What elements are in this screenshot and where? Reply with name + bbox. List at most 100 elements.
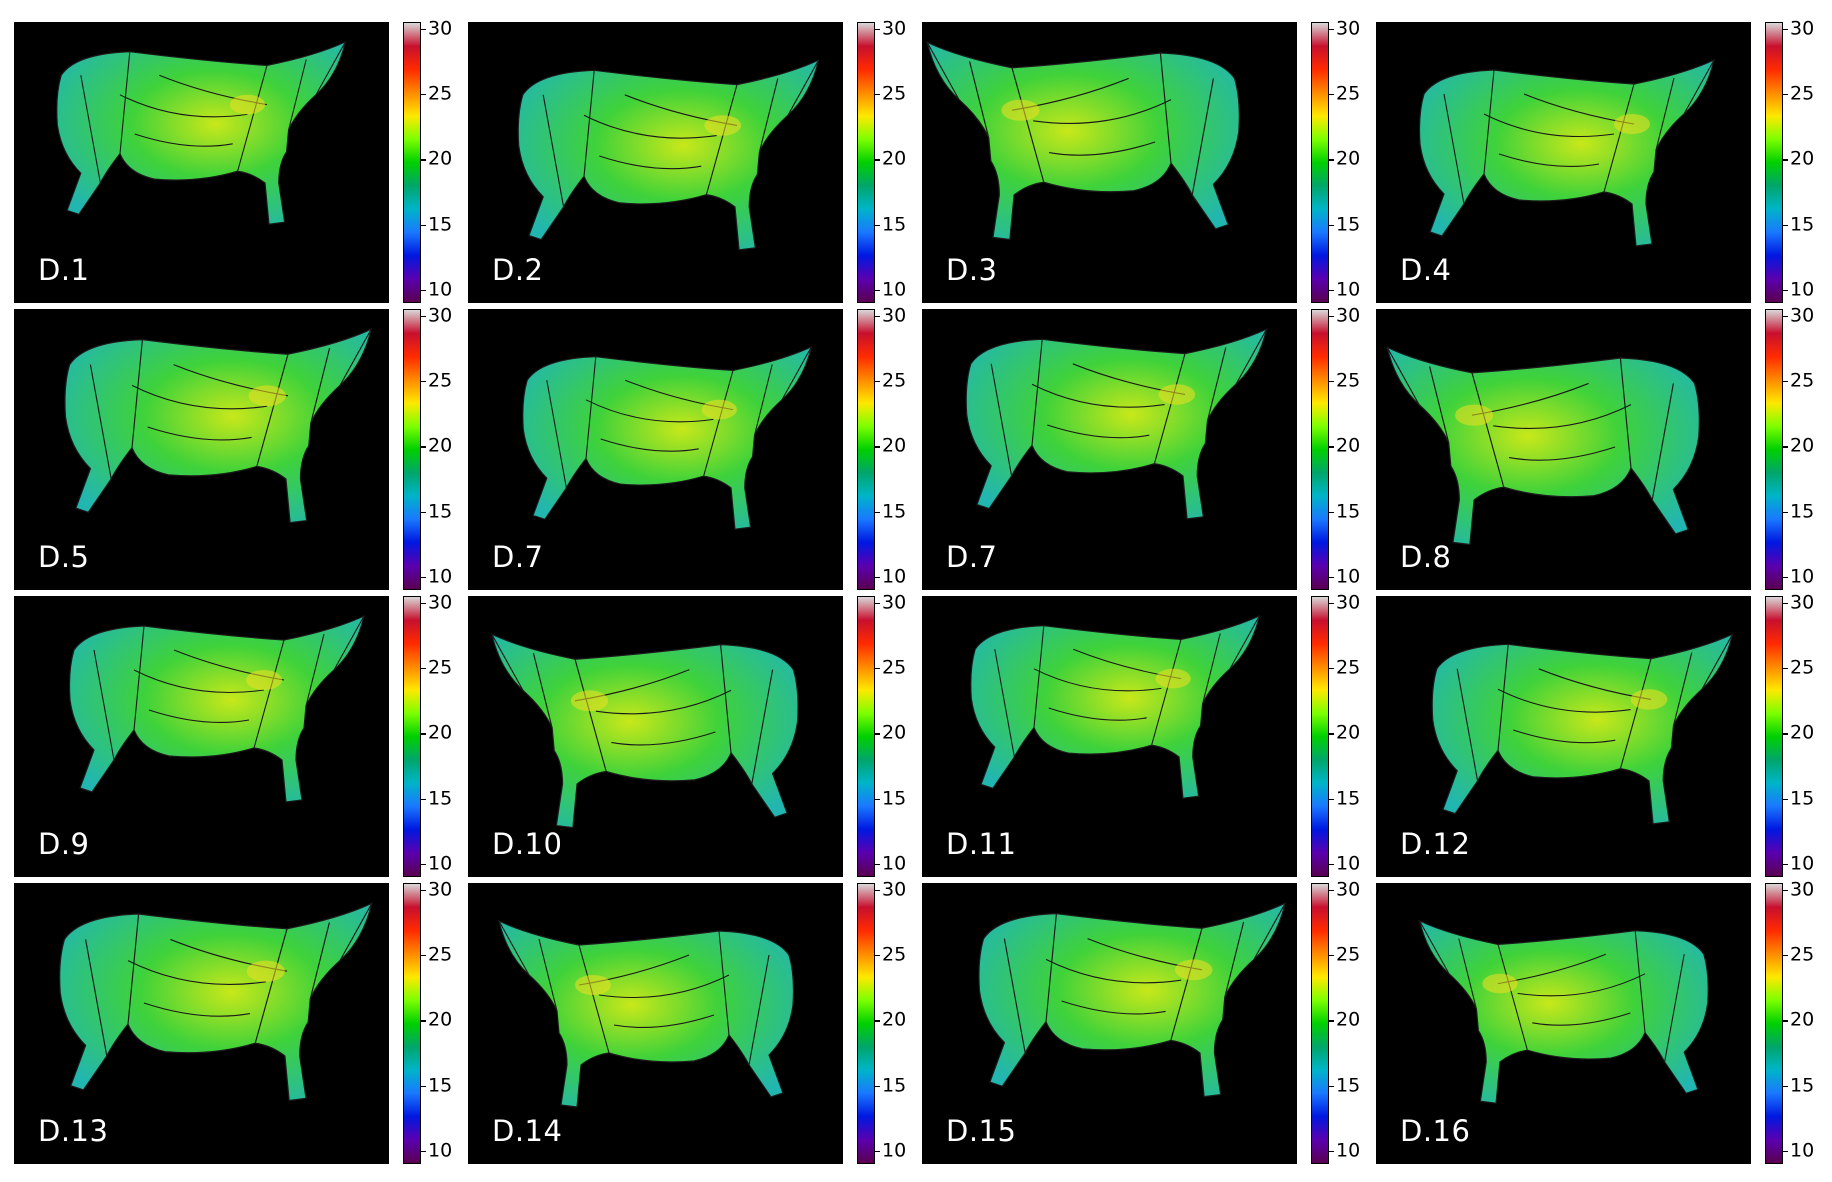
colorbar-tick-label: 10 xyxy=(1790,278,1815,301)
colorbar-tick xyxy=(875,511,880,513)
animal-body xyxy=(1418,919,1709,1104)
hot-spot xyxy=(701,399,737,420)
thermal-panel: D.7 30 25 20 15 10 xyxy=(922,306,1374,590)
colorbar-tick-label: 20 xyxy=(882,147,907,170)
colorbar-gradient xyxy=(1765,309,1783,590)
segment-line xyxy=(1048,707,1147,721)
segment-line xyxy=(119,94,248,118)
colorbar-tick-label: 15 xyxy=(882,787,907,810)
colorbar-tick xyxy=(1329,511,1334,513)
thermal-image: D.2 xyxy=(468,22,843,303)
colorbar-tick xyxy=(1329,446,1334,448)
segment-line xyxy=(574,659,607,772)
hot-spot xyxy=(1155,668,1191,689)
colorbar-tick-label: 10 xyxy=(882,852,907,875)
colorbar-tick xyxy=(1329,159,1334,161)
animal-silhouette xyxy=(926,41,1241,241)
segment-line xyxy=(1513,729,1616,744)
thermal-panel: D.7 30 25 20 15 10 xyxy=(468,306,920,590)
colorbar-tick xyxy=(421,798,426,800)
thermal-panel: D.8 30 25 20 15 10 xyxy=(1376,306,1828,590)
animal-silhouette xyxy=(490,633,799,829)
panel-label: D.14 xyxy=(492,1114,563,1148)
segment-line xyxy=(585,356,597,459)
animal-silhouette xyxy=(978,902,1287,1098)
segment-line xyxy=(1031,339,1043,446)
segment-line xyxy=(93,649,115,761)
colorbar-tick-label: 30 xyxy=(428,17,453,40)
segment-line xyxy=(1045,958,1182,984)
thermal-panel: D.14 30 25 20 15 10 xyxy=(468,878,920,1164)
colorbar-tick-label: 25 xyxy=(1790,82,1815,105)
colorbar-tick xyxy=(875,863,880,866)
thermal-panel: D.10 30 25 20 15 10 xyxy=(468,593,920,877)
colorbar-tick xyxy=(875,733,880,735)
segment-line xyxy=(315,41,346,96)
colorbar-tick-label: 25 xyxy=(428,82,453,105)
colorbar-gradient xyxy=(857,309,875,590)
segment-line xyxy=(339,903,373,961)
colorbar-tick-label: 20 xyxy=(1790,147,1815,170)
segment-line xyxy=(1672,652,1693,727)
colorbar-tick xyxy=(421,1150,426,1153)
segment-line xyxy=(1634,930,1646,1033)
thermal-panel: D.12 30 25 20 15 10 xyxy=(1376,593,1828,877)
segment-line xyxy=(994,649,1015,758)
colorbar-tick-label: 30 xyxy=(428,878,453,901)
segment-line xyxy=(254,928,288,1044)
colorbar-tick xyxy=(1329,380,1334,383)
colorbar-tick xyxy=(421,889,426,891)
colorbar-tick xyxy=(875,798,880,800)
segment-line xyxy=(1045,913,1057,1022)
segment-line xyxy=(1191,78,1214,196)
colorbar-tick xyxy=(1329,954,1334,957)
panel-label: D.4 xyxy=(1400,253,1452,287)
animal-body xyxy=(498,919,795,1108)
segment-line xyxy=(538,938,558,1012)
segment-line xyxy=(585,399,714,423)
segment-line xyxy=(613,1014,715,1028)
segment-line xyxy=(256,354,289,467)
animal-body xyxy=(517,59,820,251)
colorbar-tick xyxy=(875,889,880,891)
animal-body xyxy=(926,41,1241,241)
thermal-panel: D.9 30 25 20 15 10 xyxy=(14,593,466,877)
segment-line xyxy=(1033,668,1162,692)
colorbar-tick-label: 10 xyxy=(1336,1139,1361,1162)
colorbar-tick-label: 20 xyxy=(1336,721,1361,744)
colorbar-tick xyxy=(1783,380,1788,383)
animal-silhouette xyxy=(1386,346,1701,546)
segment-line xyxy=(1619,357,1632,469)
segment-line xyxy=(705,84,738,195)
thermal-panel: D.4 30 25 20 15 10 xyxy=(1376,19,1828,303)
segment-line xyxy=(253,639,285,749)
segment-line xyxy=(1664,954,1685,1063)
segment-line xyxy=(127,913,140,1025)
colorbar-tick-label: 15 xyxy=(1790,1074,1815,1097)
panel-label: D.1 xyxy=(38,253,90,287)
thermal-panel: D.13 30 25 20 15 10 xyxy=(14,878,466,1164)
thermal-image: D.16 xyxy=(1376,883,1751,1164)
segment-line xyxy=(781,346,812,401)
animal-body xyxy=(1418,58,1715,247)
colorbar-tick xyxy=(1783,315,1788,317)
colorbar-tick xyxy=(1783,863,1788,866)
thermal-image: D.5 xyxy=(14,309,389,590)
segment-line xyxy=(595,689,732,715)
thermal-panel: D.2 30 25 20 15 10 xyxy=(468,19,920,303)
colorbar-tick-label: 20 xyxy=(428,721,453,744)
colorbar-tick-label: 30 xyxy=(882,878,907,901)
segment-line xyxy=(143,1002,251,1017)
colorbar-tick-label: 10 xyxy=(1336,852,1361,875)
hot-spot xyxy=(1174,959,1213,981)
segment-line xyxy=(333,615,365,671)
thermal-image: D.13 xyxy=(14,883,389,1164)
segment-line xyxy=(498,920,530,976)
segment-line xyxy=(1619,658,1652,769)
segment-line xyxy=(1532,1012,1631,1026)
colorbar-tick xyxy=(875,315,880,317)
colorbar-tick-label: 10 xyxy=(1790,565,1815,588)
panel-label: D.9 xyxy=(38,827,90,861)
colorbar-tick-label: 10 xyxy=(882,565,907,588)
colorbar-tick-label: 15 xyxy=(882,213,907,236)
